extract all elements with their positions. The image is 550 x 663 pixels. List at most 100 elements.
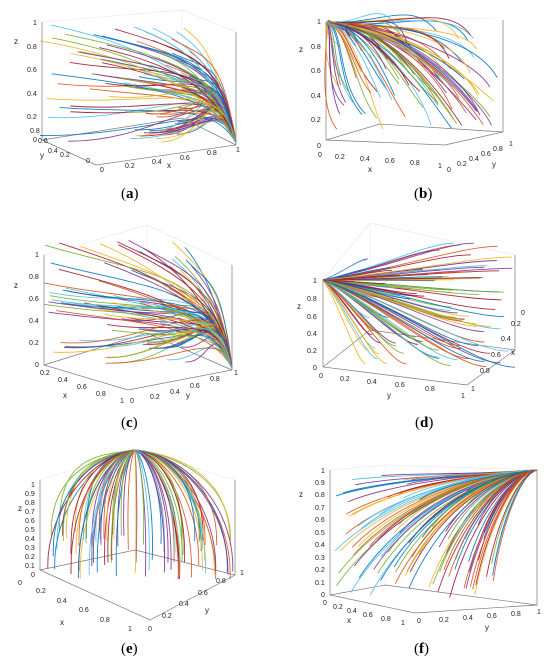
label-a-x: x (167, 161, 171, 170)
tick-e-z-1: 1 (31, 482, 35, 489)
label-c-x: x (63, 391, 67, 400)
tick-a-z-0: 0 (33, 137, 37, 144)
tick-f-z-0.4: 0.4 (315, 542, 325, 549)
tick-d-y-0: 0 (319, 373, 323, 380)
trajectory-line (128, 240, 233, 369)
label-f-x: x (347, 616, 351, 625)
tick-e-x-0.6: 0.6 (79, 607, 89, 614)
tick-b-x-0.6: 0.6 (385, 158, 395, 165)
tick-c-y-0.2: 0.2 (150, 394, 160, 401)
chart-c-trajectories (44, 240, 233, 369)
trajectory-line (322, 279, 381, 334)
chart-f-box (329, 464, 538, 614)
tick-f-x-0.8: 0.8 (381, 616, 391, 623)
tick-c-x-0.2: 0.2 (40, 370, 50, 377)
tick-f-y-0.6: 0.6 (487, 613, 497, 620)
trajectory-line (322, 279, 480, 295)
chart-d-trajectories (322, 242, 516, 368)
tick-e-z-0.8: 0.8 (25, 500, 35, 507)
tick-f-z-0.2: 0.2 (315, 567, 325, 574)
trajectory-line (134, 449, 150, 571)
tick-e-y-0.4: 0.4 (179, 601, 189, 608)
tick-c-x-1: 1 (120, 398, 124, 405)
tick-e-x-0.2: 0.2 (36, 588, 46, 595)
tick-a-z-1: 1 (33, 20, 37, 27)
tick-c-y-0.4: 0.4 (170, 389, 180, 396)
tick-d-z-0.4: 0.4 (307, 331, 317, 338)
trajectory-line (492, 469, 538, 576)
tick-b-z-0.2: 0.2 (311, 117, 321, 124)
chart-e-trajectories (47, 449, 234, 580)
tick-d-x-0.2: 0.2 (511, 321, 521, 328)
tick-e-y-0.6: 0.6 (198, 590, 208, 597)
tick-d-z-0.8: 0.8 (307, 296, 317, 303)
trajectory-line (130, 120, 237, 144)
tick-e-z-0: 0 (31, 572, 35, 579)
tick-c-z-0.8: 0.8 (29, 274, 39, 281)
caption-b: (b) (414, 186, 433, 202)
tick-a-x-0.6: 0.6 (180, 155, 190, 162)
caption-d: (d) (415, 415, 434, 431)
trajectory-line (325, 21, 381, 98)
tick-a-z-0.6: 0.6 (27, 67, 37, 74)
trajectory-line (111, 329, 233, 369)
trajectory-line (60, 319, 233, 369)
tick-c-y-1: 1 (234, 370, 238, 377)
trajectory-line (171, 38, 237, 144)
label-c-y: y (186, 391, 190, 400)
label-a-y: y (40, 151, 44, 160)
tick-f-y-1: 1 (537, 609, 541, 616)
tick-b-x-0.2: 0.2 (335, 154, 345, 161)
trajectory-line (185, 259, 233, 369)
label-e-x: x (60, 618, 64, 627)
tick-f-y-0.8: 0.8 (511, 611, 521, 618)
panel-a: 1 0.8 0.6 0.4 0.2 0 z 0.8 0.6 0.4 0.2 0 … (0, 0, 275, 215)
trajectory-line (325, 21, 345, 106)
trajectory-line (322, 279, 378, 360)
chart-a-svg: 1 0.8 0.6 0.4 0.2 0 z 0.8 0.6 0.4 0.2 0 … (14, 9, 240, 174)
trajectory-line (134, 449, 185, 563)
trajectory-line (143, 73, 237, 144)
trajectory-line (322, 279, 417, 295)
tick-c-z-0.6: 0.6 (29, 296, 39, 303)
trajectory-line (134, 449, 175, 553)
trajectory-line (325, 17, 471, 36)
tick-e-z-0.4: 0.4 (25, 536, 35, 543)
tick-e-z-0.2: 0.2 (25, 554, 35, 561)
panel-e: 1 0.9 0.8 0.7 0.6 0.5 0.4 0.3 0.2 0.1 0 … (0, 435, 275, 663)
trajectory-line (325, 21, 387, 70)
tick-c-x-0.6: 0.6 (77, 384, 87, 391)
trajectory-line (325, 21, 340, 88)
tick-b-x-0: 0 (318, 152, 322, 159)
tick-e-y-0.8: 0.8 (216, 578, 226, 585)
trajectory-line (105, 347, 233, 369)
tick-b-x-1: 1 (438, 163, 442, 170)
tick-f-z-1: 1 (321, 468, 325, 475)
trajectory-line (325, 21, 481, 116)
trajectory-line (113, 295, 233, 369)
panel-f: 1 0.9 0.8 0.7 0.6 0.5 0.4 0.3 0.2 0.1 0 … (275, 435, 550, 663)
tick-d-z-0.2: 0.2 (307, 348, 317, 355)
trajectory-line (322, 259, 367, 281)
label-f-y: y (485, 623, 489, 632)
tick-d-x-0.6: 0.6 (491, 352, 501, 359)
chart-f-svg: 1 0.9 0.8 0.7 0.6 0.5 0.4 0.3 0.2 0.1 0 … (299, 464, 541, 632)
tick-f-x-0.2: 0.2 (333, 604, 343, 611)
chart-c-ticks: 1 0.8 0.6 0.4 0.2 0 z 0.2 0.4 0.6 0.8 1 … (14, 252, 238, 405)
tick-e-z-0.3: 0.3 (25, 545, 35, 552)
tick-c-z-0: 0 (35, 362, 39, 369)
trajectory-line (127, 449, 136, 550)
tick-d-z-0: 0 (313, 365, 317, 372)
trajectory-line (380, 469, 538, 581)
tick-f-z-0: 0 (321, 592, 325, 599)
caption-e: (e) (121, 641, 138, 657)
trajectory-line (51, 24, 237, 144)
tick-a-y-0.8: 0.8 (30, 128, 40, 135)
tick-d-x-0: 0 (521, 310, 525, 317)
trajectory-line (53, 331, 233, 369)
label-b-x: x (368, 165, 372, 174)
trajectory-line (70, 109, 237, 144)
tick-f-z-0.9: 0.9 (315, 480, 325, 487)
tick-b-z-0.6: 0.6 (311, 68, 321, 75)
tick-b-z-0.4: 0.4 (311, 93, 321, 100)
